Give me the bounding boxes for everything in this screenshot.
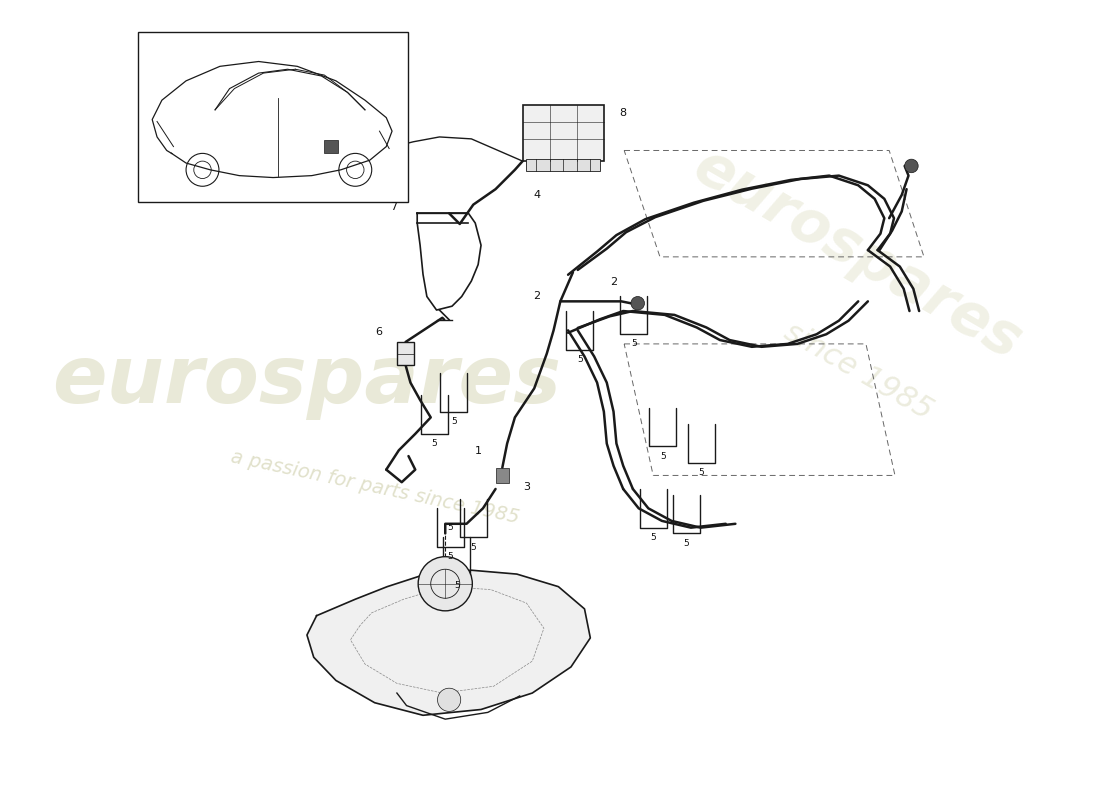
Text: 5: 5 <box>698 468 704 477</box>
Circle shape <box>438 688 461 711</box>
Text: 7: 7 <box>390 202 397 211</box>
Text: 3: 3 <box>522 482 530 492</box>
Text: a passion for parts since 1985: a passion for parts since 1985 <box>229 447 520 527</box>
Text: 5: 5 <box>683 538 689 548</box>
Text: eurospares: eurospares <box>53 342 561 420</box>
Bar <box>522 105 604 161</box>
Bar <box>138 33 408 202</box>
Polygon shape <box>307 570 591 715</box>
Text: 5: 5 <box>454 581 460 590</box>
Bar <box>527 159 600 170</box>
Text: 5: 5 <box>451 417 456 426</box>
Text: 6: 6 <box>375 327 382 338</box>
Circle shape <box>631 297 645 310</box>
Text: 5: 5 <box>471 542 476 551</box>
Text: 5: 5 <box>660 451 666 461</box>
Text: 5: 5 <box>650 533 656 542</box>
Text: 5: 5 <box>576 355 583 364</box>
Text: 5: 5 <box>448 523 453 532</box>
Bar <box>495 468 509 483</box>
Circle shape <box>418 557 472 611</box>
Text: 4: 4 <box>534 190 541 200</box>
Text: 2: 2 <box>534 290 541 301</box>
Circle shape <box>904 159 918 173</box>
Text: 2: 2 <box>610 277 617 287</box>
Bar <box>324 140 338 154</box>
Text: 5: 5 <box>431 439 438 448</box>
Text: eurospares: eurospares <box>684 138 1032 372</box>
Text: since 1985: since 1985 <box>779 317 937 425</box>
Bar <box>397 342 415 365</box>
Text: 1: 1 <box>474 446 482 456</box>
Text: 5: 5 <box>448 552 453 561</box>
Text: 8: 8 <box>619 108 627 118</box>
Text: 5: 5 <box>631 339 637 349</box>
